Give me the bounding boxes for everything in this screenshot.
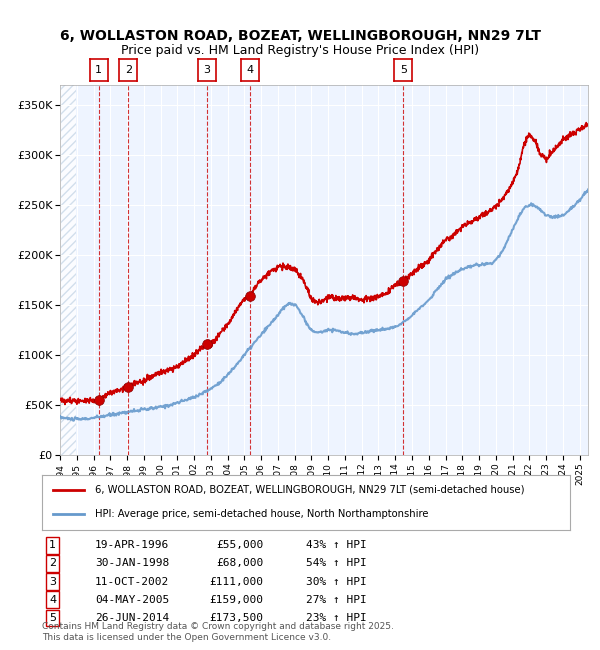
Text: 5: 5 <box>49 613 56 623</box>
Text: HPI: Average price, semi-detached house, North Northamptonshire: HPI: Average price, semi-detached house,… <box>95 510 428 519</box>
Text: 26-JUN-2014: 26-JUN-2014 <box>95 613 169 623</box>
Text: 11-OCT-2002: 11-OCT-2002 <box>95 577 169 586</box>
Text: £55,000: £55,000 <box>217 540 264 551</box>
Text: 6, WOLLASTON ROAD, BOZEAT, WELLINGBOROUGH, NN29 7LT (semi-detached house): 6, WOLLASTON ROAD, BOZEAT, WELLINGBOROUG… <box>95 485 524 495</box>
Text: 1: 1 <box>49 540 56 551</box>
Text: 2: 2 <box>49 558 56 569</box>
Text: 4: 4 <box>247 65 254 75</box>
Text: 30-JAN-1998: 30-JAN-1998 <box>95 558 169 569</box>
Text: 2: 2 <box>125 65 132 75</box>
Text: 5: 5 <box>400 65 407 75</box>
Text: 6, WOLLASTON ROAD, BOZEAT, WELLINGBOROUGH, NN29 7LT: 6, WOLLASTON ROAD, BOZEAT, WELLINGBOROUG… <box>59 29 541 44</box>
Text: 23% ↑ HPI: 23% ↑ HPI <box>306 613 367 623</box>
Bar <box>60 84 76 455</box>
Text: 3: 3 <box>49 577 56 586</box>
Text: £111,000: £111,000 <box>210 577 264 586</box>
Text: 3: 3 <box>203 65 211 75</box>
Text: Contains HM Land Registry data © Crown copyright and database right 2025.
This d: Contains HM Land Registry data © Crown c… <box>42 622 394 642</box>
Text: £159,000: £159,000 <box>210 595 264 604</box>
Text: 04-MAY-2005: 04-MAY-2005 <box>95 595 169 604</box>
Text: 30% ↑ HPI: 30% ↑ HPI <box>306 577 367 586</box>
Text: 4: 4 <box>49 595 56 604</box>
Text: 19-APR-1996: 19-APR-1996 <box>95 540 169 551</box>
Text: 27% ↑ HPI: 27% ↑ HPI <box>306 595 367 604</box>
Text: £173,500: £173,500 <box>210 613 264 623</box>
Text: 43% ↑ HPI: 43% ↑ HPI <box>306 540 367 551</box>
Text: Price paid vs. HM Land Registry's House Price Index (HPI): Price paid vs. HM Land Registry's House … <box>121 44 479 57</box>
Text: £68,000: £68,000 <box>217 558 264 569</box>
Text: 54% ↑ HPI: 54% ↑ HPI <box>306 558 367 569</box>
Text: 1: 1 <box>95 65 102 75</box>
